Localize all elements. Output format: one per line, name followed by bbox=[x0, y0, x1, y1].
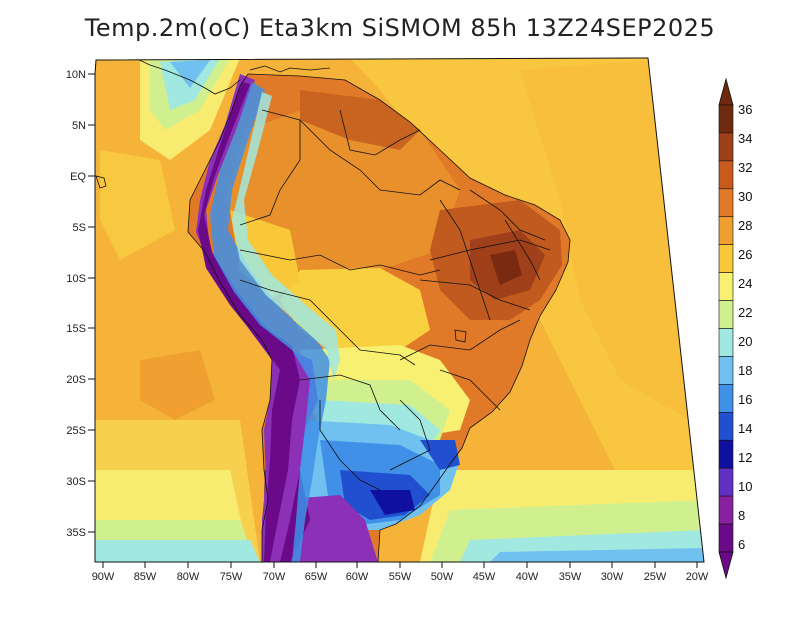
colorbar-label: 16 bbox=[738, 392, 752, 407]
lon-label: 55W bbox=[389, 571, 412, 583]
lon-label: 70W bbox=[263, 571, 286, 583]
lat-label: 10S bbox=[66, 273, 86, 285]
colorbar-label: 18 bbox=[738, 363, 752, 378]
colorbar-segment bbox=[718, 188, 734, 218]
lat-label: 5S bbox=[73, 222, 86, 234]
lat-label: 5N bbox=[72, 120, 86, 132]
colorbar-label: 34 bbox=[738, 131, 752, 146]
colorbar-segment bbox=[718, 412, 734, 441]
lon-label: 90W bbox=[92, 571, 115, 583]
temperature-field bbox=[95, 58, 704, 562]
colorbar-label: 6 bbox=[738, 537, 745, 552]
colorbar-segment bbox=[718, 439, 734, 469]
colorbar-label: 32 bbox=[738, 160, 752, 175]
colorbar-label: 22 bbox=[738, 305, 752, 320]
central-america-coast bbox=[95, 58, 331, 189]
lon-label: 80W bbox=[177, 571, 200, 583]
lat-label: 35S bbox=[66, 527, 86, 539]
map-title: Temp.2m(oC) Eta3km SiSMOM 85h 13Z24SEP20… bbox=[84, 14, 716, 42]
colorbar-label: 12 bbox=[738, 450, 752, 465]
lat-label: 20S bbox=[66, 374, 86, 386]
colorbar-segment bbox=[718, 467, 734, 497]
colorbar-label: 14 bbox=[738, 421, 752, 436]
country-borders bbox=[187, 73, 571, 562]
colorbar-label: 28 bbox=[738, 218, 752, 233]
lon-label: 85W bbox=[134, 571, 157, 583]
colorbar-labels: 36 34 32 30 28 26 24 22 20 18 16 14 12 1… bbox=[738, 102, 752, 552]
lon-label: 30W bbox=[601, 571, 624, 583]
colorbar-segment bbox=[718, 523, 734, 553]
colorbar-segment bbox=[718, 384, 734, 413]
lat-label: 30S bbox=[66, 476, 86, 488]
lon-label: 50W bbox=[431, 571, 454, 583]
colorbar-segment bbox=[718, 495, 734, 525]
colorbar-segment bbox=[718, 244, 734, 273]
colorbar-segment bbox=[718, 160, 734, 190]
colorbar-label: 8 bbox=[738, 508, 745, 523]
lon-label: 75W bbox=[220, 571, 243, 583]
colorbar-label: 10 bbox=[738, 479, 752, 494]
longitude-axis: 90W 85W 80W 75W 70W 65W 60W 55W 50W 45W … bbox=[92, 562, 709, 583]
colorbar-segment bbox=[718, 216, 734, 245]
colorbar-label: 20 bbox=[738, 334, 752, 349]
colorbar-segment bbox=[718, 328, 734, 357]
colorbar-label: 30 bbox=[738, 189, 752, 204]
lat-label: 10N bbox=[66, 69, 86, 81]
colorbar-label: 26 bbox=[738, 247, 752, 262]
lat-label: 15S bbox=[66, 323, 86, 335]
colorbar bbox=[718, 77, 734, 580]
lat-label: 25S bbox=[66, 425, 86, 437]
colorbar-segment bbox=[718, 356, 734, 385]
colorbar-segment bbox=[718, 272, 734, 301]
colorbar-label: 36 bbox=[738, 102, 752, 117]
colorbar-extend-min bbox=[718, 551, 734, 580]
lon-label: 45W bbox=[473, 571, 496, 583]
colorbar-segment bbox=[718, 104, 734, 134]
colorbar-segment bbox=[718, 132, 734, 162]
lon-label: 60W bbox=[346, 571, 369, 583]
lon-label: 35W bbox=[559, 571, 582, 583]
lon-label: 25W bbox=[644, 571, 667, 583]
lat-label: EQ bbox=[70, 171, 86, 183]
lon-label: 65W bbox=[305, 571, 328, 583]
colorbar-extend-max bbox=[718, 77, 734, 106]
latitude-axis: 10N 5N EQ 5S 10S 15S 20S 25S 30S 35S bbox=[66, 69, 95, 539]
lon-label: 20W bbox=[686, 571, 709, 583]
colorbar-segment bbox=[718, 300, 734, 329]
lon-label: 40W bbox=[516, 571, 539, 583]
colorbar-label: 24 bbox=[738, 276, 752, 291]
